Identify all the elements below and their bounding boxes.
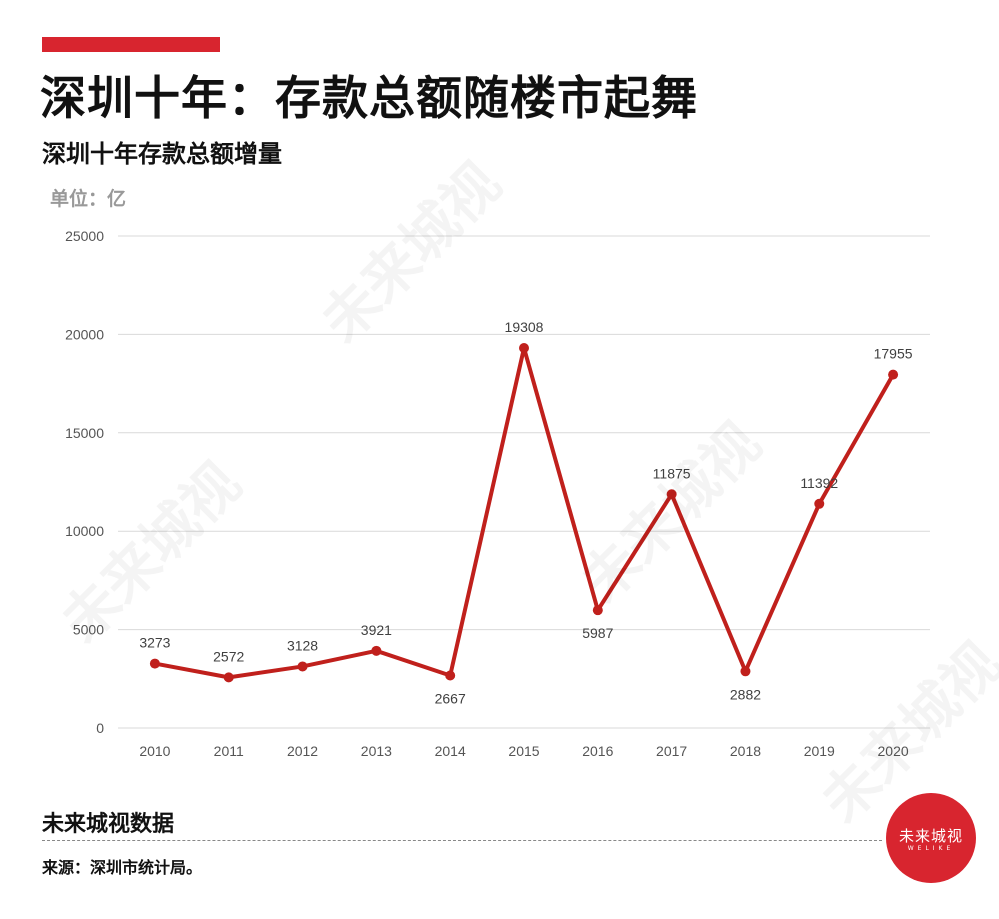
source-brand: 未来城视数据 [42, 812, 175, 837]
y-tick-label: 20000 [65, 326, 104, 342]
chart-subtitle: 深圳十年存款总额增量 [42, 140, 282, 168]
data-label: 2572 [213, 648, 244, 664]
data-label: 2882 [730, 686, 761, 702]
data-label: 11392 [800, 475, 838, 491]
footer-divider [42, 840, 882, 841]
x-tick-label: 2015 [508, 743, 539, 759]
unit-label: 单位：亿 [50, 188, 127, 210]
data-label: 3921 [361, 622, 392, 638]
x-tick-label: 2018 [730, 743, 761, 759]
x-tick-label: 2016 [582, 743, 613, 759]
y-tick-label: 10000 [65, 523, 104, 539]
series-line [152, 346, 896, 680]
data-point [740, 666, 751, 677]
data-point [445, 670, 456, 681]
brand-logo: 未来城视 WELIKE [886, 793, 976, 883]
x-tick-label: 2010 [139, 743, 170, 759]
x-tick-label: 2017 [656, 743, 687, 759]
logo-text-cn: 未来城视 [898, 827, 963, 845]
data-point [814, 498, 825, 509]
data-point [223, 672, 234, 683]
data-point [519, 343, 529, 354]
data-label: 3128 [287, 637, 318, 653]
data-label: 2667 [435, 691, 466, 707]
x-tick-label: 2013 [361, 743, 392, 759]
title-accent-bar [42, 37, 220, 52]
data-label: 3273 [139, 635, 170, 651]
data-point [888, 369, 899, 380]
data-label: 19308 [505, 319, 544, 335]
y-tick-label: 5000 [73, 622, 104, 638]
y-tick-label: 25000 [65, 228, 104, 244]
y-tick-label: 0 [96, 720, 104, 736]
data-point [149, 658, 160, 669]
data-point [371, 645, 382, 656]
data-label: 11875 [653, 465, 691, 481]
x-tick-label: 2019 [804, 743, 835, 759]
source-note: 来源：深圳市统计局。 [42, 858, 203, 877]
data-point [297, 661, 308, 672]
y-tick-label: 15000 [65, 425, 104, 441]
data-point [592, 605, 603, 616]
data-label: 5987 [582, 625, 613, 641]
data-point [666, 489, 677, 500]
x-tick-label: 2012 [287, 743, 318, 759]
data-label: 17955 [874, 346, 913, 362]
page-title: 深圳十年：存款总额随楼市起舞 [40, 71, 698, 125]
x-tick-label: 2020 [878, 743, 909, 759]
x-tick-label: 2011 [214, 743, 244, 759]
x-tick-label: 2014 [435, 743, 466, 759]
logo-text-en: WELIKE [907, 845, 955, 852]
line-chart: 0 5000 10000 15000 20000 25000 2010 2011 2012 201… [65, 228, 930, 759]
